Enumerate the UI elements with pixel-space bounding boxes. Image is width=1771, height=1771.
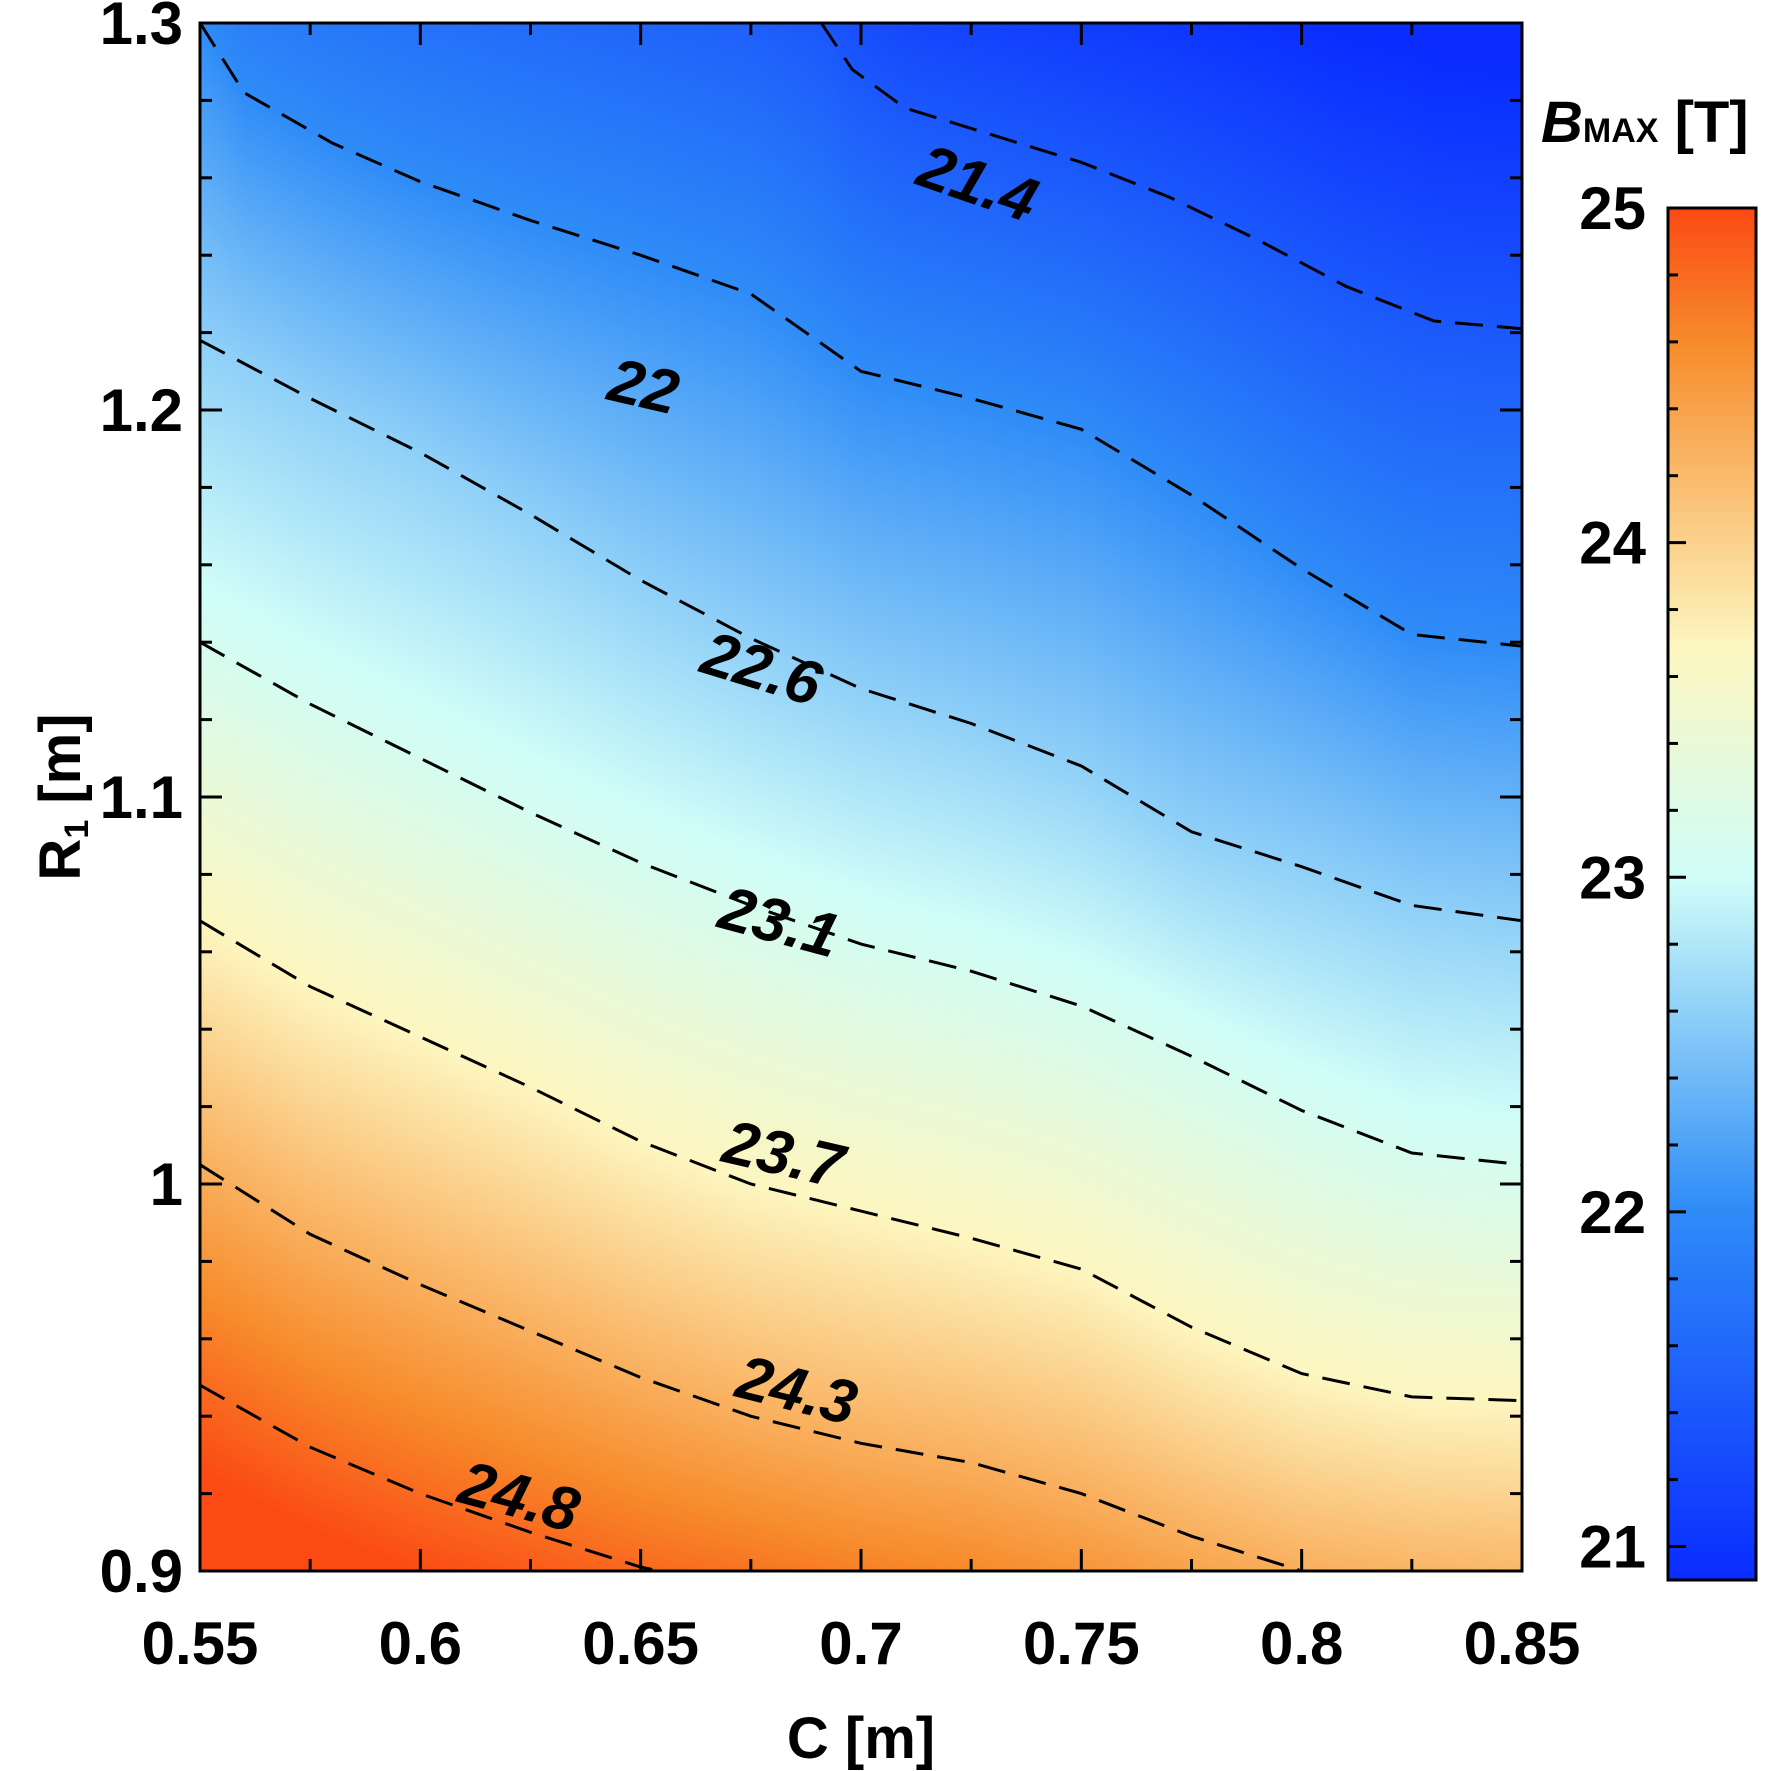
colorbar-tick-label: 22 — [1579, 1179, 1646, 1246]
y-tick-label: 1.2 — [100, 377, 183, 444]
heatmap-area — [200, 23, 1522, 1571]
colorbar-tick-labels: 21 22 23 24 25 — [1579, 175, 1646, 1581]
contour-line-24.8 — [200, 1383, 667, 1571]
x-tick-label: 0.75 — [1023, 1610, 1140, 1677]
y-tick-label: 1 — [150, 1151, 183, 1218]
y-axis-tick-labels: 0.9 1 1.1 1.2 1.3 — [100, 0, 183, 1605]
x-tick-label: 0.85 — [1464, 1610, 1581, 1677]
colorbar-tick-label: 21 — [1579, 1514, 1646, 1581]
contour-label-22: 22 — [601, 345, 685, 428]
x-axis-tick-labels: 0.55 0.6 0.65 0.7 0.75 0.8 0.85 — [142, 1610, 1581, 1677]
colorbar-ticks — [1668, 206, 1686, 1549]
y-axis-ticks — [200, 21, 1522, 1573]
y-tick-label: 1.3 — [100, 0, 183, 57]
colorbar: 21 22 23 24 25 BMAX [T] — [1541, 90, 1758, 1582]
x-tick-label: 0.6 — [379, 1610, 462, 1677]
contour-line-23.7 — [200, 919, 1522, 1403]
colorbar-tick-label: 24 — [1579, 510, 1646, 577]
colorbar-tick-label: 23 — [1579, 844, 1646, 911]
contour-line-24.3 — [200, 1163, 1313, 1571]
contour-line-23.1 — [200, 640, 1522, 1167]
y-tick-label: 0.9 — [100, 1538, 183, 1605]
contour-lines — [200, 23, 1522, 1571]
heatmap-image — [200, 23, 1522, 1571]
contour-line-22 — [200, 23, 1522, 648]
x-axis-ticks — [198, 23, 1524, 1571]
colorbar-gradient — [1666, 206, 1758, 1582]
y-tick-label: 1.1 — [100, 764, 183, 831]
colorbar-title: BMAX [T] — [1541, 90, 1749, 155]
x-tick-label: 0.7 — [819, 1610, 902, 1677]
colorbar-tick-label: 25 — [1579, 175, 1646, 242]
x-axis-title: C [m] — [787, 1706, 935, 1771]
x-tick-label: 0.8 — [1260, 1610, 1343, 1677]
x-tick-label: 0.55 — [142, 1610, 259, 1677]
contour-line-21.4 — [820, 23, 1522, 331]
contour-line-22.6 — [200, 338, 1522, 923]
y-axis-title: R1 [m] — [28, 713, 96, 880]
x-tick-label: 0.65 — [582, 1610, 699, 1677]
